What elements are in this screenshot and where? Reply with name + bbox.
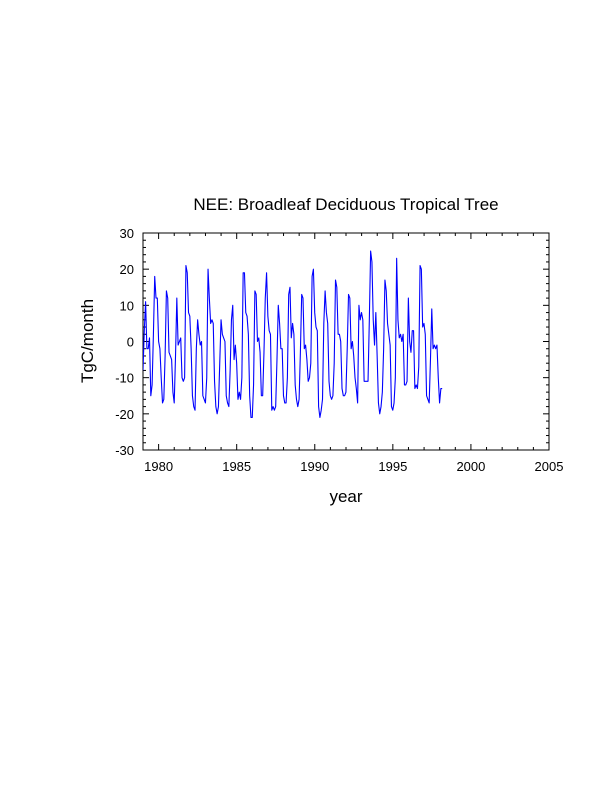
tick-labels: 1980 1985 1990 1995 2000 2005 -30 -20 -10 0 10 20 30	[115, 226, 563, 474]
x-tick-label: 2000	[456, 459, 485, 474]
plot-frame	[142, 232, 550, 451]
x-tick-label: 1990	[300, 459, 329, 474]
y-tick-label: 30	[120, 226, 134, 241]
y-tick-label: 0	[127, 335, 134, 350]
x-tick-label: 2005	[535, 459, 564, 474]
y-tick-label: -10	[115, 371, 134, 386]
y-tick-label: -30	[115, 443, 134, 458]
x-tick-label: 1980	[144, 459, 173, 474]
x-axis-label: year	[329, 487, 362, 506]
chart-title: NEE: Broadleaf Deciduous Tropical Tree	[193, 195, 498, 214]
x-tick-label: 1995	[378, 459, 407, 474]
series-line-nee	[143, 250, 443, 419]
y-axis-label: TgC/month	[78, 299, 97, 383]
y-tick-label: 20	[120, 262, 134, 277]
plot-area	[142, 232, 550, 451]
y-tick-label: 10	[120, 298, 134, 313]
x-tick-label: 1985	[222, 459, 251, 474]
series-layer	[143, 250, 443, 419]
y-tick-label: -20	[115, 407, 134, 422]
axis-ticks	[142, 232, 550, 451]
